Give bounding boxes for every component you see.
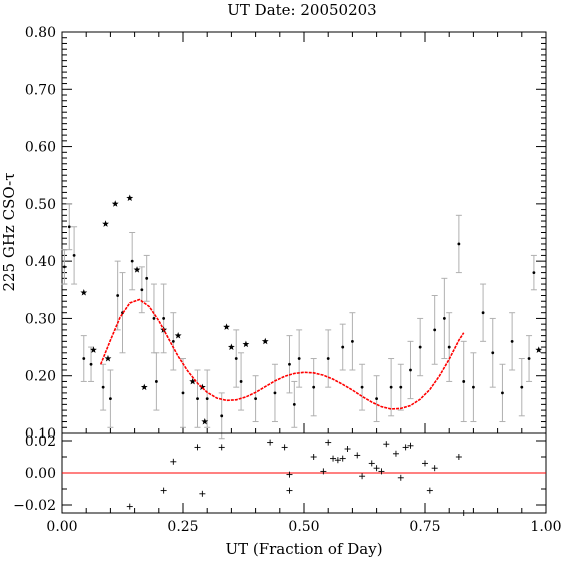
data-point <box>72 254 76 257</box>
data-point <box>501 391 504 395</box>
data-point <box>234 357 238 360</box>
x-tick-label: 0.25 <box>167 519 198 535</box>
y-axis-label: 225 GHz CSO-τ <box>0 172 18 291</box>
star-point <box>111 200 119 207</box>
residual-y-tick-label: −0.02 <box>13 498 56 514</box>
data-point <box>82 357 86 360</box>
star-point <box>90 346 97 353</box>
data-point <box>239 380 243 383</box>
data-point <box>520 385 524 389</box>
y-tick-label: 0.20 <box>25 369 56 385</box>
data-point <box>162 317 166 320</box>
data-point <box>154 380 158 383</box>
y-tick-label: 0.80 <box>25 25 56 41</box>
data-point <box>341 345 345 349</box>
data-point <box>140 288 144 292</box>
y-tick-label: 0.70 <box>25 82 56 98</box>
star-point <box>189 377 197 385</box>
data-point <box>254 397 257 401</box>
data-point <box>109 397 112 401</box>
data-point <box>472 385 475 389</box>
x-axis-label: UT (Fraction of Day) <box>225 540 382 558</box>
star-point <box>261 337 269 345</box>
data-point <box>288 362 291 366</box>
fit-curve <box>99 298 465 410</box>
data-point <box>220 414 224 418</box>
star-point <box>80 289 88 296</box>
data-point <box>273 391 277 395</box>
data-point <box>326 357 330 360</box>
star-point <box>174 332 182 339</box>
data-point <box>442 317 446 320</box>
data-point <box>532 271 536 274</box>
residual-y-tick-label: 0.00 <box>25 466 56 482</box>
y-tick-label: 0.60 <box>25 140 56 156</box>
data-point <box>196 397 199 401</box>
data-point <box>351 339 354 343</box>
data-point <box>145 276 149 280</box>
star-point <box>104 354 112 362</box>
data-point <box>67 225 71 229</box>
data-point <box>292 402 296 406</box>
data-point <box>418 345 422 349</box>
data-point <box>181 391 185 395</box>
data-point <box>409 368 412 372</box>
y-tick-label: 0.50 <box>25 197 56 213</box>
chart-title: UT Date: 20050203 <box>227 1 376 19</box>
star-point <box>227 343 235 350</box>
star-point <box>140 383 148 391</box>
star-point <box>198 383 206 391</box>
main-panel: 0.10 0.20 0.30 0.40 0.50 0.60 0.70 0.80 <box>25 25 547 442</box>
star-point <box>133 266 141 273</box>
star-point <box>223 323 230 330</box>
star-point <box>201 417 209 425</box>
data-point <box>527 357 531 360</box>
data-point <box>360 385 364 389</box>
data-point <box>491 351 495 355</box>
data-point <box>130 259 134 263</box>
x-tick-label: 0.00 <box>46 519 77 535</box>
star-point <box>535 346 543 353</box>
y-tick-label: 0.10 <box>25 426 56 442</box>
data-point <box>375 397 378 401</box>
data-point <box>152 317 156 320</box>
x-tick-label: 0.50 <box>288 519 319 535</box>
star-point <box>242 340 250 348</box>
data-point <box>433 328 437 332</box>
y-tick-label: 0.40 <box>25 254 56 270</box>
residual-panel: −0.02 0.00 0.02 0.00 0.25 0.50 0.75 1.00 <box>13 432 562 535</box>
data-point <box>89 362 93 366</box>
data-point <box>171 339 175 343</box>
data-point <box>399 385 403 389</box>
data-point <box>297 357 301 360</box>
y-tick-label: 0.30 <box>25 311 56 327</box>
x-tick-label: 0.75 <box>409 519 440 535</box>
data-point <box>462 380 466 383</box>
data-point <box>205 397 209 401</box>
data-point <box>312 385 316 389</box>
data-point <box>389 385 393 389</box>
data-point <box>510 339 514 343</box>
star-point <box>102 220 109 227</box>
data-point <box>101 385 105 389</box>
data-point <box>457 242 461 246</box>
x-tick-label: 1.00 <box>530 519 561 535</box>
data-point <box>447 345 451 349</box>
residual-y-tick-label: 0.02 <box>25 434 56 450</box>
data-point <box>481 311 485 315</box>
data-point <box>116 294 120 297</box>
star-point <box>126 194 134 202</box>
data-point <box>63 265 66 269</box>
